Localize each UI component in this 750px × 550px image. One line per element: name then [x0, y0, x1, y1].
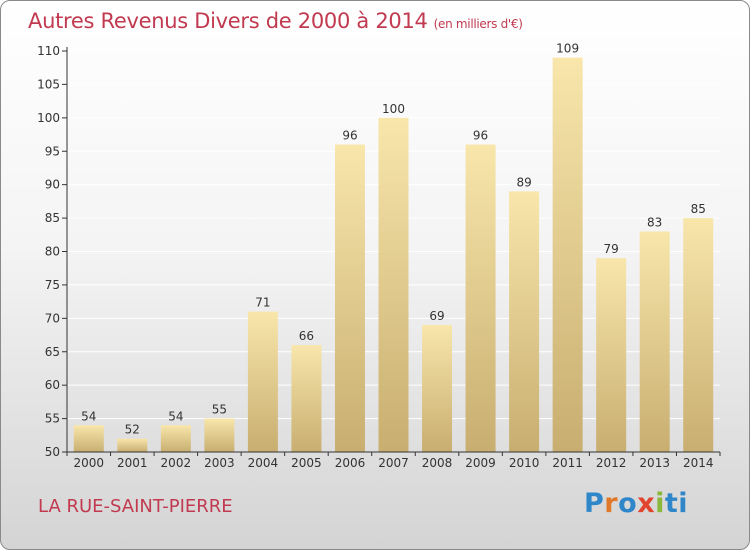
bar — [552, 57, 583, 452]
data-label: 55 — [212, 403, 227, 417]
x-tick-label: 2006 — [335, 456, 366, 470]
bar — [378, 117, 409, 452]
data-label: 85 — [691, 202, 706, 216]
bar — [465, 144, 496, 453]
y-tick-label: 70 — [45, 311, 60, 325]
chart-title: Autres Revenus Divers de 2000 à 2014 (en … — [28, 9, 523, 33]
logo-letter: i — [678, 488, 689, 519]
x-tick-label: 2000 — [73, 456, 104, 470]
logo-letter: P — [584, 488, 605, 519]
y-tick-label: 65 — [45, 345, 60, 359]
bar — [117, 438, 148, 452]
x-tick-label: 2012 — [596, 456, 627, 470]
data-label: 71 — [255, 296, 270, 310]
bar — [334, 144, 365, 453]
x-tick-label: 2013 — [639, 456, 670, 470]
bar — [291, 345, 322, 452]
bar — [596, 258, 627, 452]
chart-unit: (en milliers d'€) — [433, 17, 523, 31]
axes: 50 55 60 65 70 75 80 85 90 95 100 105 110 2000 2001 200… — [37, 44, 721, 470]
y-tick-label: 55 — [45, 412, 60, 426]
place-name: LA RUE-SAINT-PIERRE — [38, 496, 233, 517]
chart-title-text: Autres Revenus Divers de 2000 à 2014 — [28, 9, 428, 33]
logo-letter: x — [637, 488, 656, 519]
data-label: 54 — [81, 409, 96, 423]
x-tick-label: 2007 — [378, 456, 409, 470]
x-tick-label: 2005 — [291, 456, 322, 470]
data-label: 54 — [168, 409, 183, 423]
x-tick-label: 2004 — [248, 456, 279, 470]
data-label: 96 — [473, 129, 488, 143]
x-tick-label: 2010 — [509, 456, 540, 470]
data-label: 100 — [382, 102, 405, 116]
logo-letter: o — [618, 488, 638, 519]
y-tick-label: 80 — [45, 245, 60, 259]
bar — [683, 218, 714, 452]
y-tick-label: 100 — [37, 111, 60, 125]
bars — [73, 57, 714, 453]
bar — [639, 231, 670, 452]
x-tick-label: 2014 — [683, 456, 714, 470]
data-label: 96 — [342, 129, 357, 143]
bar — [204, 418, 235, 452]
bar — [160, 425, 191, 452]
y-tick-label: 95 — [45, 144, 60, 158]
data-label: 52 — [125, 423, 140, 437]
data-label: 69 — [429, 309, 444, 323]
x-tick-label: 2003 — [204, 456, 235, 470]
x-tick-label: 2009 — [465, 456, 496, 470]
x-tick-label: 2008 — [422, 456, 453, 470]
y-tick-label: 110 — [37, 44, 60, 58]
logo-letter: t — [664, 488, 679, 519]
x-tick-label: 2002 — [161, 456, 192, 470]
bar — [73, 425, 104, 452]
logo-letter: i — [655, 488, 665, 519]
y-tick-label: 60 — [45, 378, 60, 392]
data-labels: 54 52 54 55 71 66 96 100 69 96 89 109 79 83 85 — [81, 42, 706, 437]
data-label: 89 — [516, 175, 531, 189]
y-tick-label: 85 — [45, 211, 60, 225]
y-tick-label: 105 — [37, 77, 60, 91]
data-label: 66 — [299, 329, 314, 343]
proxiti-logo: Proxiti — [584, 488, 688, 519]
bar — [247, 311, 278, 452]
y-tick-label: 90 — [45, 178, 60, 192]
logo-letter: r — [604, 488, 619, 519]
x-tick-label: 2011 — [552, 456, 583, 470]
data-label: 109 — [556, 42, 579, 56]
bar — [422, 325, 453, 452]
y-tick-label: 50 — [45, 445, 60, 459]
y-tick-label: 75 — [45, 278, 60, 292]
bar — [509, 191, 540, 452]
data-label: 83 — [647, 215, 662, 229]
x-tick-label: 2001 — [117, 456, 148, 470]
data-label: 79 — [604, 242, 619, 256]
